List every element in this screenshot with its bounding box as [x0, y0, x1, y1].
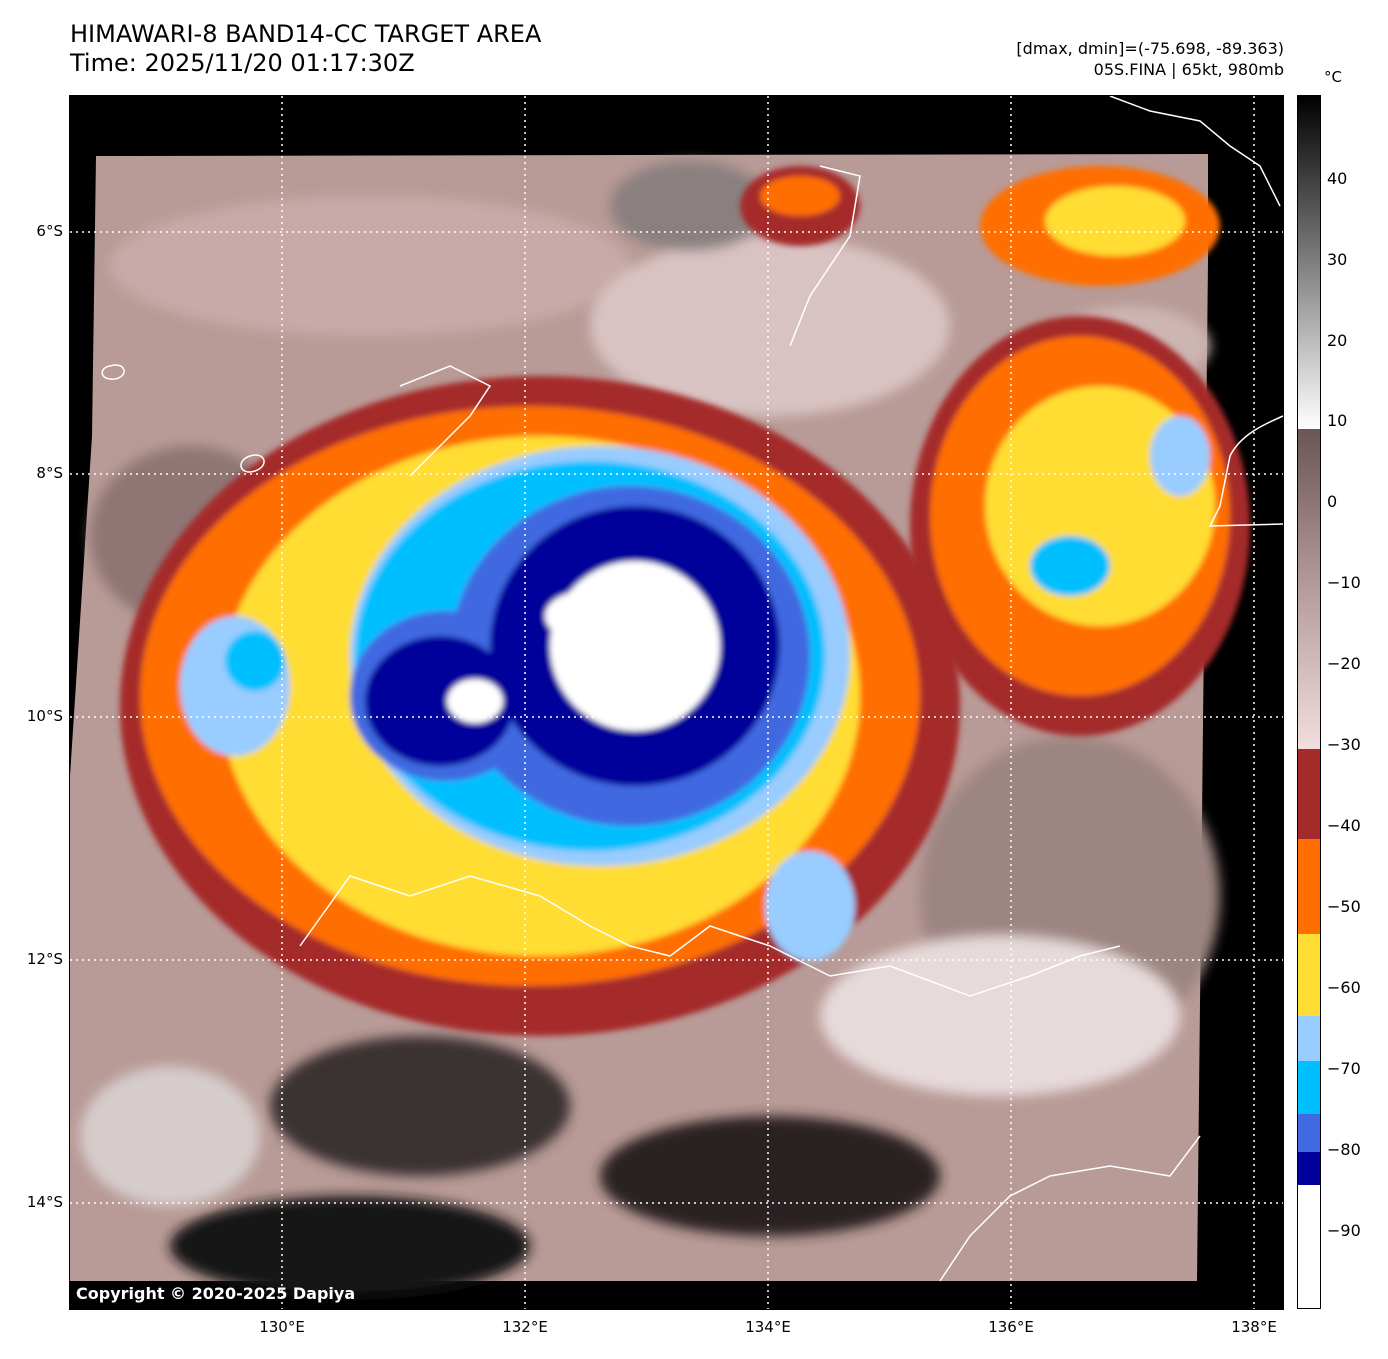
colorbar-tick-minus60: −60	[1327, 978, 1361, 997]
colorbar-tick-minus40: −40	[1327, 816, 1361, 835]
colorbar-tick-40: 40	[1327, 169, 1348, 188]
east-convection	[740, 166, 1250, 736]
lon-label-134e: 134°E	[745, 1318, 791, 1336]
colorbar-tick-minus30: −30	[1327, 735, 1361, 754]
gridlines	[70, 96, 1283, 1309]
colorbar-tick-minus10: −10	[1327, 573, 1361, 592]
storm-info: [dmax, dmin]=(-75.698, -89.363) 05S.FINA…	[1016, 38, 1284, 80]
storm-name-intensity: 05S.FINA | 65kt, 980mb	[1093, 60, 1284, 79]
satellite-map	[69, 95, 1284, 1310]
colorbar-unit: °C	[1324, 68, 1342, 86]
colorbar-gradient	[1298, 96, 1320, 1308]
map-title: HIMAWARI-8 BAND14-CC TARGET AREA Time: 2…	[70, 20, 541, 78]
lon-label-136e: 136°E	[988, 1318, 1034, 1336]
lon-label-130e: 130°E	[259, 1318, 305, 1336]
map-canvas	[70, 96, 1283, 1309]
lat-label-12s: 12°S	[26, 950, 63, 968]
colorbar-tick-20: 20	[1327, 331, 1348, 350]
lon-label-138e: 138°E	[1231, 1318, 1277, 1336]
colorbar-tick-30: 30	[1327, 250, 1348, 269]
lat-label-14s: 14°S	[26, 1193, 63, 1211]
colorbar-tick-minus70: −70	[1327, 1059, 1361, 1078]
title-line-product: HIMAWARI-8 BAND14-CC TARGET AREA	[70, 20, 542, 48]
coastlines	[101, 96, 1283, 1282]
title-line-time: Time: 2025/11/20 01:17:30Z	[70, 49, 415, 77]
storm-core	[120, 376, 960, 1036]
colorbar-tick-minus50: −50	[1327, 897, 1361, 916]
colorbar-tick-10: 10	[1327, 411, 1348, 430]
colorbar	[1297, 95, 1321, 1309]
lat-label-10s: 10°S	[26, 707, 63, 725]
dmax-dmin-readout: [dmax, dmin]=(-75.698, -89.363)	[1016, 39, 1284, 58]
lon-label-132e: 132°E	[502, 1318, 548, 1336]
colorbar-tick-minus80: −80	[1327, 1140, 1361, 1159]
colorbar-tick-minus20: −20	[1327, 654, 1361, 673]
copyright-notice: Copyright © 2020-2025 Dapiya	[76, 1284, 356, 1303]
lat-label-6s: 6°S	[36, 222, 63, 240]
colorbar-tick-0: 0	[1327, 492, 1338, 511]
lat-label-8s: 8°S	[36, 464, 63, 482]
colorbar-tick-minus90: −90	[1327, 1221, 1361, 1240]
